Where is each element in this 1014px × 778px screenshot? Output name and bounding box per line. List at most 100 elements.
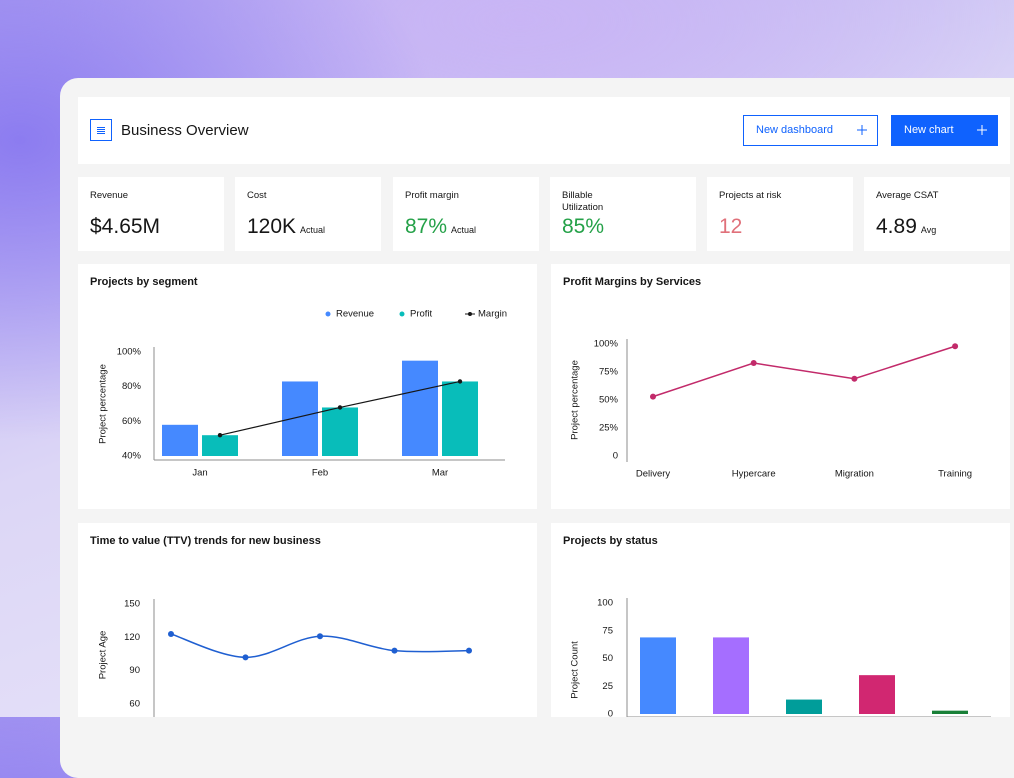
point xyxy=(317,633,323,640)
kpi-value-row: 85% xyxy=(562,215,604,239)
y-tick-label: 75% xyxy=(599,367,619,378)
y-tick-label: 90 xyxy=(129,665,140,676)
bar xyxy=(786,699,822,714)
y-tick-label: 0 xyxy=(608,709,613,717)
y-tick-label: 50% xyxy=(599,395,619,406)
line xyxy=(652,345,956,398)
x-tick-label: Hypercare xyxy=(732,469,776,480)
kpi-value: $4.65M xyxy=(90,215,161,238)
point xyxy=(217,433,223,438)
x-tick-label: Jan xyxy=(192,468,207,479)
y-tick-label: 120 xyxy=(124,632,140,643)
bar xyxy=(282,381,318,456)
kpi-note: Avg xyxy=(920,225,937,235)
bar xyxy=(322,407,358,456)
kpi-label: Billable Utilization xyxy=(562,190,604,213)
y-tick-label: 50 xyxy=(602,653,613,664)
y-axis-label: Project percentage xyxy=(98,364,109,444)
y-tick-label: 40% xyxy=(122,451,142,462)
y-tick-label: 80% xyxy=(122,381,142,392)
new-dashboard-button[interactable]: New dashboard xyxy=(743,115,878,146)
point xyxy=(242,654,249,661)
x-tick-label: Training xyxy=(938,469,972,480)
kpi-value: 12 xyxy=(719,215,743,238)
kpi-card: Projects at risk 12 xyxy=(707,177,853,251)
chart-title: Projects by status xyxy=(563,535,658,547)
kpi-card: Cost 120K Actual xyxy=(235,177,381,251)
kpi-note: Actual xyxy=(451,225,477,235)
kpi-note: Actual xyxy=(300,225,326,235)
point xyxy=(750,360,757,367)
kpi-value: 87% xyxy=(405,215,448,238)
bar xyxy=(202,435,238,456)
y-axis-label: Project Count xyxy=(570,641,581,699)
legend-swatch xyxy=(468,312,472,316)
chart-panel: Profit Margins by Services Project percen… xyxy=(551,264,1010,509)
y-axis-label: Project Age xyxy=(98,631,109,680)
button-label: New dashboard xyxy=(756,124,834,136)
kpi-card: Billable Utilization 85% xyxy=(550,177,696,251)
kpi-value-row: 4.89 Avg xyxy=(876,215,936,239)
bar xyxy=(162,424,198,456)
bar xyxy=(932,710,968,714)
y-tick-label: 100% xyxy=(594,339,619,350)
legend-label: Profit xyxy=(410,309,433,320)
kpi-label: Revenue xyxy=(90,190,129,201)
y-tick-label: 0 xyxy=(613,451,618,462)
legend-label: Revenue xyxy=(336,309,374,320)
menu-icon[interactable] xyxy=(90,119,112,141)
chart-title: Time to value (TTV) trends for new busin… xyxy=(90,535,321,547)
x-tick-label: Feb xyxy=(312,468,328,479)
y-tick-label: 60 xyxy=(129,699,140,710)
kpi-card: Profit margin 87% Actual xyxy=(393,177,539,251)
kpi-label: Average CSAT xyxy=(876,190,939,201)
kpi-card: Revenue $4.65M xyxy=(78,177,224,251)
point xyxy=(391,647,398,654)
y-tick-label: 60% xyxy=(122,416,142,427)
bar xyxy=(859,675,895,714)
chart-panel: Time to value (TTV) trends for new busin… xyxy=(78,523,537,717)
y-tick-label: 25% xyxy=(599,423,619,434)
kpi-label: Profit margin xyxy=(405,190,459,201)
bar xyxy=(402,360,438,456)
point xyxy=(650,393,656,400)
point xyxy=(952,343,959,350)
kpi-value-row: $4.65M xyxy=(90,215,160,239)
y-tick-label: 150 xyxy=(124,599,140,610)
kpi-value-row: 87% Actual xyxy=(405,215,476,239)
y-tick-label: 100% xyxy=(117,347,142,358)
point xyxy=(851,375,858,382)
x-tick-label: Delivery xyxy=(636,469,671,480)
point xyxy=(457,379,463,384)
bar xyxy=(713,637,749,714)
bar xyxy=(442,381,478,456)
chart: Projects by status Project Count 0 25 50 75 10… xyxy=(563,535,991,717)
menu-glyph xyxy=(97,127,105,134)
kpi-value: 120K xyxy=(247,215,297,238)
x-tick-label: Migration xyxy=(835,469,874,480)
legend-swatch xyxy=(325,311,331,317)
kpi-card: Average CSAT 4.89 Avg xyxy=(864,177,1010,251)
new-chart-button[interactable]: New chart xyxy=(891,115,998,146)
header: Business Overview New dashboard New char… xyxy=(78,97,1010,164)
chart-title: Projects by segment xyxy=(90,276,198,288)
chart-title: Profit Margins by Services xyxy=(563,276,701,288)
chart-panel: Projects by status Project Count 0 25 50 75 10… xyxy=(551,523,1010,717)
point xyxy=(337,405,343,410)
page-title: Business Overview xyxy=(121,122,249,139)
kpi-value-row: 120K Actual xyxy=(247,215,325,239)
y-tick-label: 100 xyxy=(597,598,613,609)
legend-swatch xyxy=(399,311,405,317)
legend-label: Margin xyxy=(478,309,507,320)
chart-panel: Projects by segment Project percentage 40%… xyxy=(78,264,537,509)
kpi-value: 4.89 xyxy=(876,215,917,238)
y-tick-label: 25 xyxy=(602,681,613,692)
x-tick-label: Mar xyxy=(432,468,448,479)
chart: Profit Margins by Services Project percen… xyxy=(563,276,972,480)
y-tick-label: 75 xyxy=(602,625,613,636)
chart: Projects by segment Project percentage 40%… xyxy=(90,276,507,479)
chart: Time to value (TTV) trends for new busin… xyxy=(90,535,472,717)
bar xyxy=(640,637,676,714)
button-label: New chart xyxy=(904,124,954,136)
